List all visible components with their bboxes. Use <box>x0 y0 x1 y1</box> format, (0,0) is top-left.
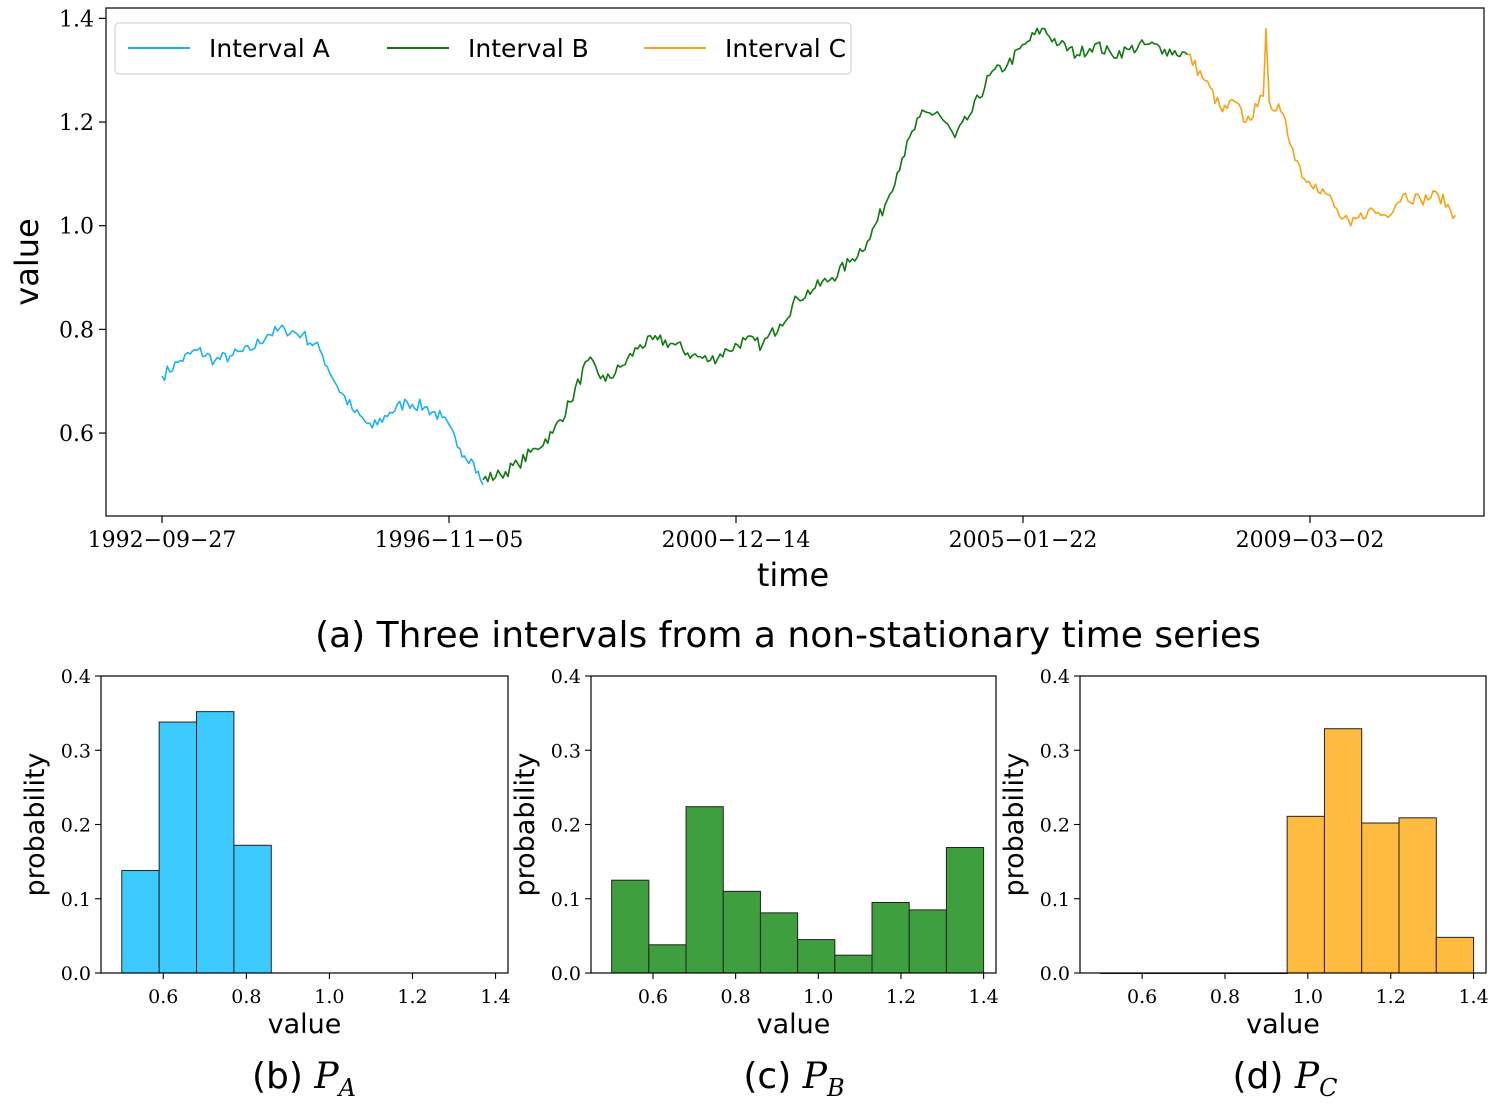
y-tick-label: 0.8 <box>59 318 94 343</box>
histogram-bar <box>908 909 947 974</box>
x-tick-label: 2009−03−02 <box>1236 528 1385 553</box>
histogram-bar <box>158 721 198 974</box>
y-tick-label: 0.3 <box>551 740 581 762</box>
series-line-1 <box>161 324 484 486</box>
y-tick-label: 0.4 <box>61 666 91 688</box>
x-tick-label: 2005−01−22 <box>949 528 1098 553</box>
x-tick-label: 0.6 <box>1127 986 1157 1008</box>
histogram-pb-panel: 0.0 0.1 0.2 0.3 0.4 0.6 0.8 1.0 1.2 1.4 value proba… <box>510 666 999 1040</box>
x-tick-label: 1.0 <box>803 986 833 1008</box>
x-tick-label: 1.4 <box>968 986 998 1008</box>
caption-b: (b) PA <box>252 1056 356 1102</box>
y-tick-label: 1.2 <box>59 111 94 136</box>
x-axis-label: value <box>268 1009 342 1040</box>
y-tick-label: 0.0 <box>551 963 581 985</box>
histogram-bar <box>233 844 272 974</box>
y-tick-label: 0.3 <box>61 740 91 762</box>
series-line-3 <box>1187 27 1457 227</box>
histogram-bar <box>834 954 873 974</box>
series-line-2 <box>482 27 1189 483</box>
histogram-bar <box>1286 815 1325 974</box>
y-tick-label: 0.2 <box>61 815 91 837</box>
x-tick-label: 1.2 <box>1376 986 1406 1008</box>
histogram-bar <box>685 806 724 974</box>
y-tick-label: 0.4 <box>551 666 581 688</box>
y-axis-label: probability <box>999 752 1030 896</box>
legend-label-a: Interval A <box>209 34 330 63</box>
histogram-bar <box>1398 817 1437 974</box>
histogram-bar <box>797 939 836 974</box>
x-tick-label: 1.0 <box>1293 986 1323 1008</box>
histogram-bar <box>196 711 235 974</box>
x-tick-label: 1.4 <box>1458 986 1488 1008</box>
x-tick-label: 0.8 <box>1210 986 1240 1008</box>
histogram-pa-panel: 0.0 0.1 0.2 0.3 0.4 0.6 0.8 1.0 1.2 1.4 value proba… <box>20 666 511 1040</box>
histogram-bar <box>722 890 761 974</box>
legend-box <box>114 22 852 75</box>
legend-label-c: Interval C <box>725 34 846 63</box>
caption-a: (a) Three intervals from a non-stationar… <box>315 615 1261 656</box>
x-tick-label: 1992−09−27 <box>88 528 237 553</box>
y-tick-label: 0.3 <box>1040 740 1070 762</box>
legend-label-b: Interval B <box>468 34 589 63</box>
y-tick-label: 0.4 <box>1040 666 1070 688</box>
y-tick-label: 0.2 <box>1040 815 1070 837</box>
x-tick-label: 2000−12−14 <box>662 528 811 553</box>
histogram-bar <box>1361 822 1400 974</box>
y-tick-label: 0.1 <box>1040 889 1070 911</box>
x-tick-label: 0.6 <box>638 986 668 1008</box>
histogram-bar <box>871 901 910 974</box>
y-tick-label: 1.4 <box>59 7 94 32</box>
histogram-bar <box>611 879 650 974</box>
x-tick-label: 1996−11−05 <box>375 528 524 553</box>
y-axis-label: probability <box>20 752 51 896</box>
x-axis-label: value <box>757 1009 831 1040</box>
legend: Interval A Interval B Interval C <box>114 22 852 75</box>
x-axis-label: value <box>1246 1009 1320 1040</box>
histogram-pc-panel: 0.0 0.1 0.2 0.3 0.4 0.6 0.8 1.0 1.2 1.4 value proba… <box>999 666 1489 1040</box>
histogram-bar <box>1323 728 1363 974</box>
x-tick-label: 1.0 <box>314 986 344 1008</box>
y-axis-label: value <box>8 218 46 305</box>
y-tick-label: 0.0 <box>1040 963 1070 985</box>
time-series-panel: 0.6 0.8 1.0 1.2 1.4 1992−09−27 1996−11−05 2000… <box>8 7 1485 656</box>
x-axis-ticks: 1992−09−27 1996−11−05 2000−12−14 2005−01−22… <box>88 516 1385 553</box>
y-tick-label: 0.0 <box>61 963 91 985</box>
x-tick-label: 0.8 <box>721 986 751 1008</box>
x-tick-label: 0.6 <box>148 986 178 1008</box>
y-tick-label: 0.6 <box>59 422 94 447</box>
y-tick-label: 0.1 <box>551 889 581 911</box>
histogram-bar <box>1435 936 1475 974</box>
caption-d: (d) PC <box>1233 1056 1338 1102</box>
x-tick-label: 0.8 <box>231 986 261 1008</box>
caption-c: (c) PB <box>743 1056 844 1102</box>
x-tick-label: 1.4 <box>480 986 510 1008</box>
histogram-bar <box>648 944 687 974</box>
time-series-frame <box>105 7 1485 517</box>
x-axis-label: time <box>757 556 829 594</box>
x-tick-label: 1.2 <box>886 986 916 1008</box>
histogram-bar <box>759 912 799 974</box>
y-tick-label: 0.2 <box>551 815 581 837</box>
histogram-bar <box>121 870 160 974</box>
x-tick-label: 1.2 <box>397 986 427 1008</box>
y-axis-ticks: 0.6 0.8 1.0 1.2 1.4 <box>59 7 106 447</box>
y-tick-label: 0.1 <box>61 889 91 911</box>
y-tick-label: 1.0 <box>59 215 94 240</box>
histogram-bar <box>945 847 985 974</box>
series-lines <box>161 27 1457 486</box>
y-axis-label: probability <box>510 752 541 896</box>
